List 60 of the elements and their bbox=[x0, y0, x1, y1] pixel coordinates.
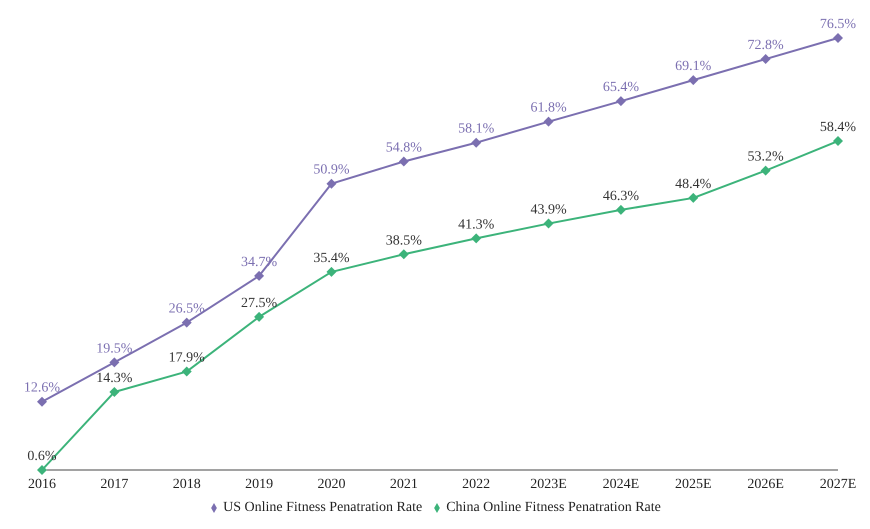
data-label: 61.8% bbox=[530, 100, 567, 116]
data-label: 76.5% bbox=[820, 17, 856, 32]
x-tick-label: 2021 bbox=[390, 476, 418, 492]
x-tick-label: 2024E bbox=[602, 476, 640, 492]
point bbox=[471, 233, 482, 244]
point bbox=[544, 116, 554, 127]
x-tick-label: 2026E bbox=[747, 476, 784, 492]
data-label: 26.5% bbox=[168, 302, 206, 317]
x-tick-label: 2016 bbox=[28, 476, 56, 492]
point bbox=[760, 166, 771, 176]
point bbox=[398, 249, 409, 260]
data-label: 65.4% bbox=[602, 80, 640, 96]
x-tick-label: 2022 bbox=[462, 476, 490, 492]
data-label: 46.3% bbox=[602, 188, 640, 204]
point bbox=[616, 204, 626, 215]
point bbox=[326, 178, 336, 189]
point bbox=[688, 192, 698, 203]
data-label: 54.8% bbox=[386, 140, 422, 156]
data-label: 53.2% bbox=[748, 150, 784, 165]
point bbox=[544, 218, 554, 229]
point bbox=[37, 396, 47, 407]
data-label: 17.9% bbox=[168, 350, 206, 366]
point bbox=[109, 357, 120, 368]
data-label: 19.5% bbox=[96, 341, 133, 356]
legend-label: US Online Fitness Penatration Rate bbox=[223, 500, 422, 515]
x-tick-label: 2025E bbox=[674, 476, 712, 492]
data-label: 12.6% bbox=[24, 380, 60, 396]
data-label: 58.4% bbox=[820, 120, 856, 136]
point bbox=[37, 465, 47, 475]
point bbox=[326, 266, 336, 277]
data-label: 43.9% bbox=[530, 202, 567, 218]
data-label: 48.4% bbox=[675, 176, 712, 192]
data-label: 38.5% bbox=[386, 233, 422, 248]
point bbox=[471, 138, 482, 148]
data-label: 35.4% bbox=[313, 250, 350, 266]
data-label: 58.1% bbox=[458, 122, 495, 137]
point bbox=[254, 270, 264, 281]
data-label: 69.1% bbox=[675, 59, 712, 74]
x-tick-label: 2027E bbox=[820, 476, 856, 492]
point bbox=[182, 366, 192, 377]
point bbox=[254, 312, 264, 322]
data-label: 14.3% bbox=[96, 371, 133, 386]
data-label: 27.5% bbox=[241, 296, 278, 311]
x-tick-label: 2023E bbox=[530, 476, 567, 492]
point bbox=[182, 318, 192, 328]
point bbox=[398, 156, 409, 167]
x-tick-label: 2020 bbox=[317, 476, 346, 492]
point bbox=[760, 54, 771, 64]
point bbox=[616, 96, 626, 106]
data-label: 72.8% bbox=[748, 38, 784, 54]
legend-label: China Online Fitness Penatration Rate bbox=[446, 500, 661, 515]
point bbox=[109, 387, 120, 398]
x-tick-label: 2018 bbox=[172, 476, 201, 492]
data-label: 41.3% bbox=[458, 217, 495, 232]
point bbox=[833, 136, 843, 146]
point bbox=[833, 33, 843, 43]
point bbox=[688, 75, 698, 86]
data-label: 50.9% bbox=[313, 162, 350, 178]
x-tick-label: 2017 bbox=[100, 476, 128, 492]
x-tick-label: 2019 bbox=[245, 476, 274, 492]
